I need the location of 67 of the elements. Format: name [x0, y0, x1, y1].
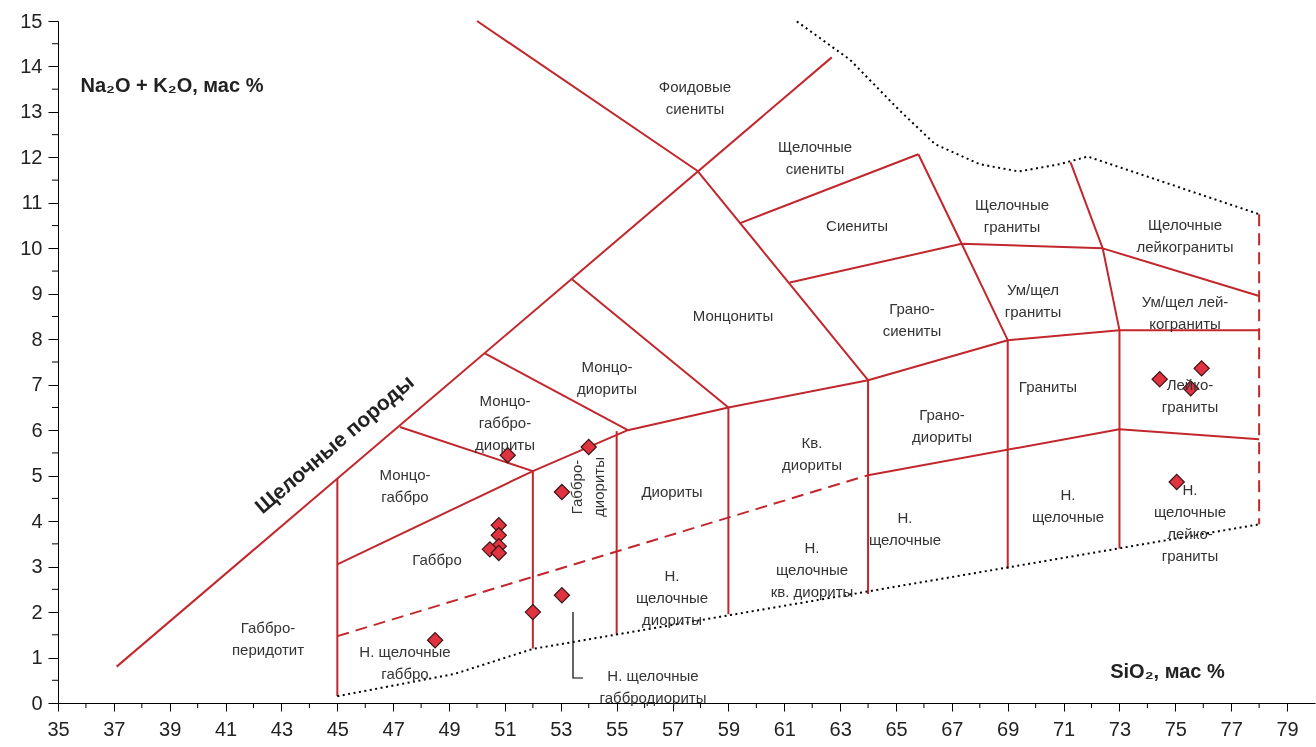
annotation: Сиениты — [826, 217, 888, 234]
annotation: Н. щелочные лейко- граниты — [1153, 481, 1227, 564]
x-tick-label: 51 — [494, 717, 517, 740]
x-tick-label: 71 — [1052, 717, 1076, 740]
annotation: Н. щелочные габбро — [359, 643, 451, 682]
annotation: Щелочные лейкограниты — [1136, 216, 1234, 255]
y-tick-label: 1 — [31, 646, 43, 669]
y-tick-label: 7 — [31, 373, 43, 396]
x-tick-label: 55 — [606, 717, 629, 740]
annotation: Щелочные граниты — [974, 196, 1050, 235]
y-tick-label: 6 — [31, 418, 43, 441]
annotation: Ум/щел граниты — [1004, 281, 1062, 320]
x-tick-label: 57 — [661, 717, 685, 740]
x-tick-label: 69 — [997, 717, 1020, 740]
x-tick-label: 59 — [717, 717, 741, 740]
x-tick-label: 37 — [103, 717, 126, 740]
annotation: Габбро — [412, 551, 462, 568]
x-tick-label: 41 — [214, 717, 238, 740]
x-tick-label: 63 — [829, 717, 852, 740]
y-axis-title: Na₂O + K₂O, мас % — [80, 73, 264, 96]
annotation: Грано- диориты — [912, 406, 972, 445]
annotation: Щелочные сиениты — [777, 138, 853, 177]
y-tick-label: 11 — [21, 191, 43, 214]
y-tick-label: 8 — [31, 327, 43, 350]
x-tick-label: 75 — [1164, 717, 1187, 740]
annotation: Монцониты — [692, 307, 774, 324]
y-tick-label: 0 — [31, 691, 43, 714]
x-tick-label: 43 — [270, 717, 294, 740]
x-tick-label: 45 — [326, 717, 349, 740]
annotation: Н. щелочные — [868, 509, 942, 548]
annotation: Ум/щел лей- кограниты — [1141, 293, 1229, 332]
annotation: Н. щелочные диориты — [635, 567, 709, 628]
x-tick-label: 79 — [1276, 717, 1299, 740]
annotation: Монцо- габбро — [379, 466, 431, 505]
y-tick-label: 2 — [31, 600, 43, 623]
annotation: Габбро- перидотит — [231, 619, 305, 658]
x-tick-label: 67 — [941, 717, 964, 740]
x-tick-label: 53 — [550, 717, 573, 740]
x-axis-title: SiO₂, мас % — [1110, 659, 1225, 682]
y-tick-label: 12 — [20, 145, 43, 168]
annotation: Фоидовые сиениты — [658, 78, 732, 117]
x-tick-label: 49 — [438, 717, 461, 740]
y-tick-label: 4 — [31, 509, 43, 532]
x-tick-label: 77 — [1220, 717, 1243, 740]
x-tick-label: 47 — [382, 717, 405, 740]
annotation: Н. щелочные габбродиориты — [599, 667, 707, 706]
y-tick-label: 13 — [20, 100, 43, 123]
x-tick-label: 39 — [159, 717, 182, 740]
y-tick-label: 10 — [20, 236, 43, 259]
annotation: Габбро- диориты — [568, 457, 607, 517]
annotation: Монцо- габбро- диориты — [475, 392, 535, 453]
annotation: Монцо- диориты — [577, 358, 637, 397]
annotation: Н. щелочные — [1031, 486, 1105, 525]
annotation: Н. щелочные кв. диориты — [770, 539, 854, 600]
y-tick-label: 15 — [20, 9, 43, 32]
annotation: Грано- сиениты — [882, 300, 942, 339]
y-tick-label: 9 — [31, 282, 43, 305]
annotation: Граниты — [1018, 378, 1078, 395]
x-tick-label: 35 — [47, 717, 70, 740]
x-tick-label: 73 — [1108, 717, 1132, 740]
y-tick-label: 5 — [31, 464, 43, 487]
annotation: Кв. диориты — [782, 434, 842, 473]
x-tick-label: 65 — [885, 717, 908, 740]
y-tick-label: 14 — [20, 54, 43, 77]
x-tick-label: 61 — [773, 717, 796, 740]
annotation: Диориты — [641, 483, 703, 500]
y-tick-label: 3 — [31, 555, 43, 578]
